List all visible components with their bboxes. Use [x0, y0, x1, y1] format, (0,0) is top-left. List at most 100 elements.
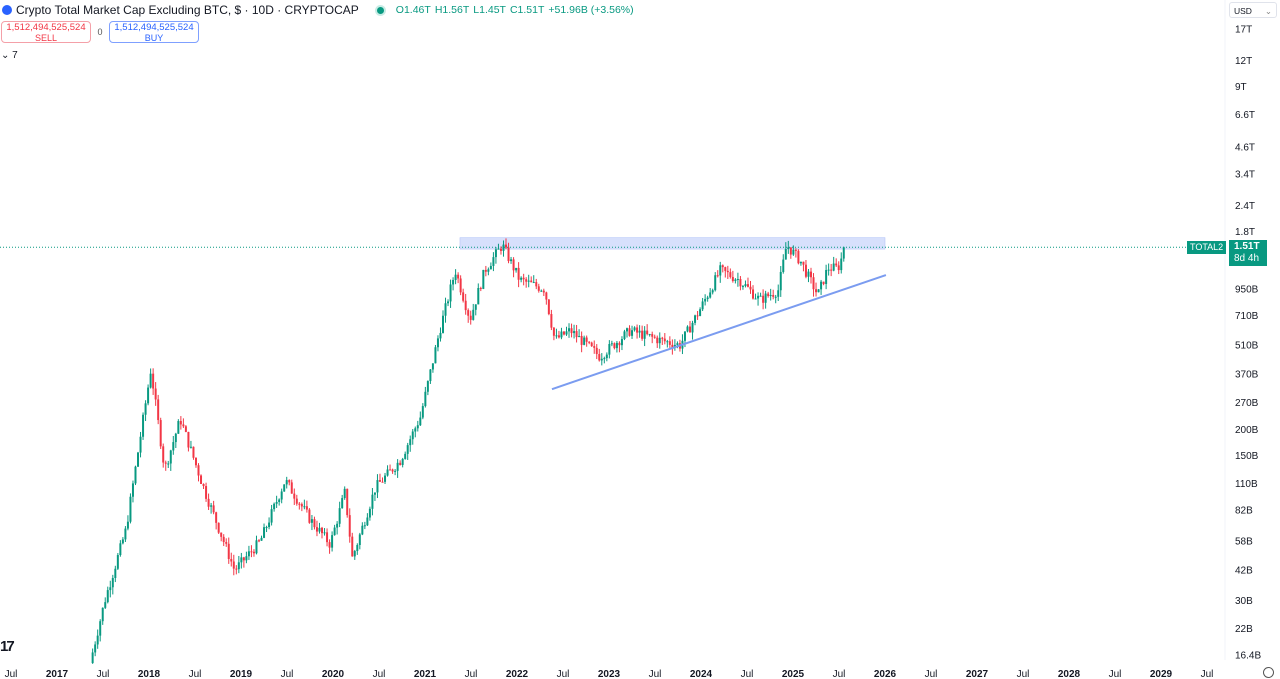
candle-down	[505, 244, 508, 248]
time-tick-label: Jul	[373, 669, 386, 679]
candle-up	[719, 265, 722, 276]
candle-down	[295, 498, 298, 504]
candle-up	[283, 484, 286, 492]
candle-up	[540, 290, 543, 292]
candle-down	[752, 289, 755, 299]
candle-up	[366, 517, 369, 526]
candle-down	[232, 561, 235, 569]
time-tick-label: Jul	[1109, 669, 1122, 679]
candle-down	[381, 481, 384, 483]
candle-up	[356, 544, 359, 552]
price-tick-label: 3.4T	[1235, 170, 1255, 181]
time-tick-label: 2026	[874, 669, 897, 679]
candle-down	[809, 271, 812, 278]
tradingview-logo[interactable]: 17	[0, 638, 15, 655]
candle-down	[152, 373, 155, 389]
candle-up	[263, 527, 266, 538]
candle-down	[789, 247, 792, 255]
candle-down	[802, 261, 805, 265]
candle-up	[409, 439, 412, 446]
candle-up	[371, 494, 374, 509]
candle-up	[683, 331, 686, 341]
candle-up	[605, 354, 608, 359]
price-tick-label: 16.4B	[1235, 651, 1261, 662]
candle-up	[394, 470, 397, 472]
candle-up	[527, 280, 530, 282]
candle-down	[220, 532, 223, 537]
time-tick-label: 2020	[322, 669, 345, 679]
time-tick-label: Jul	[5, 669, 18, 679]
candle-up	[709, 292, 712, 298]
candle-up	[741, 286, 744, 288]
candle-down	[346, 488, 349, 516]
candle-down	[252, 551, 255, 554]
candle-up	[444, 303, 447, 316]
candle-down	[217, 522, 220, 533]
candle-up	[610, 343, 613, 345]
last-price-label: 1.51T 8d 4h	[1229, 240, 1267, 266]
candle-up	[792, 249, 795, 255]
candle-down	[154, 388, 157, 400]
candle-up	[555, 335, 558, 337]
candle-up	[764, 293, 767, 303]
time-tick-label: Jul	[189, 669, 202, 679]
candle-up	[278, 499, 281, 502]
candle-down	[225, 542, 228, 544]
symbol-title[interactable]: Crypto Total Market Cap Excluding BTC, $…	[16, 3, 359, 17]
candle-down	[580, 335, 583, 345]
candle-up	[109, 587, 112, 591]
candle-up	[343, 488, 346, 499]
candle-up	[177, 421, 180, 434]
buy-button[interactable]: 1,512,494,525,524 BUY	[109, 21, 199, 43]
candle-up	[386, 469, 389, 476]
candle-up	[139, 436, 142, 453]
currency-select[interactable]: USD ⌄	[1229, 2, 1277, 18]
candle-up	[608, 344, 611, 355]
candle-up	[101, 607, 104, 622]
candle-up	[270, 509, 273, 523]
candle-down	[628, 328, 631, 336]
candle-up	[449, 284, 452, 302]
candle-up	[167, 463, 170, 465]
candle-down	[469, 315, 472, 320]
ohlc-close: C1.51T	[509, 4, 545, 16]
candle-up	[411, 431, 414, 440]
candle-up	[497, 248, 500, 250]
price-tick-label: 42B	[1235, 566, 1253, 577]
price-tick-label: 82B	[1235, 505, 1253, 516]
candle-down	[457, 274, 460, 279]
price-tick-label: 270B	[1235, 398, 1259, 409]
candle-down	[721, 265, 724, 268]
candle-up	[111, 577, 114, 588]
candle-down	[399, 462, 402, 465]
candle-down	[651, 334, 654, 337]
sell-button[interactable]: 1,512,494,525,524 SELL	[1, 21, 91, 43]
settings-gear-icon[interactable]	[1263, 667, 1274, 678]
candle-up	[489, 265, 492, 270]
candle-up	[338, 508, 341, 524]
candle-up	[275, 501, 278, 504]
indicators-toggle[interactable]: ⌄ 7	[1, 50, 18, 61]
candle-up	[754, 298, 757, 300]
trade-panel: 1,512,494,525,524 SELL 0 1,512,494,525,5…	[1, 21, 199, 43]
chart-header: Crypto Total Market Cap Excluding BTC, $…	[2, 3, 634, 17]
price-tick-label: 950B	[1235, 285, 1259, 296]
support-trendline	[551, 274, 887, 391]
candle-up	[676, 343, 679, 345]
price-tick-label: 1.8T	[1235, 227, 1255, 238]
candle-up	[714, 275, 717, 291]
candle-up	[452, 279, 455, 285]
candle-up	[144, 403, 147, 415]
candle-up	[373, 492, 376, 495]
indicators-count: 7	[12, 50, 18, 61]
candle-up	[515, 267, 518, 271]
candle-down	[656, 337, 659, 344]
candle-up	[701, 301, 704, 310]
spread-value: 0	[97, 27, 103, 37]
candle-down	[212, 505, 215, 513]
candle-up	[573, 331, 576, 334]
candle-up	[169, 450, 172, 464]
candle-up	[699, 309, 702, 316]
candle-up	[704, 298, 707, 302]
